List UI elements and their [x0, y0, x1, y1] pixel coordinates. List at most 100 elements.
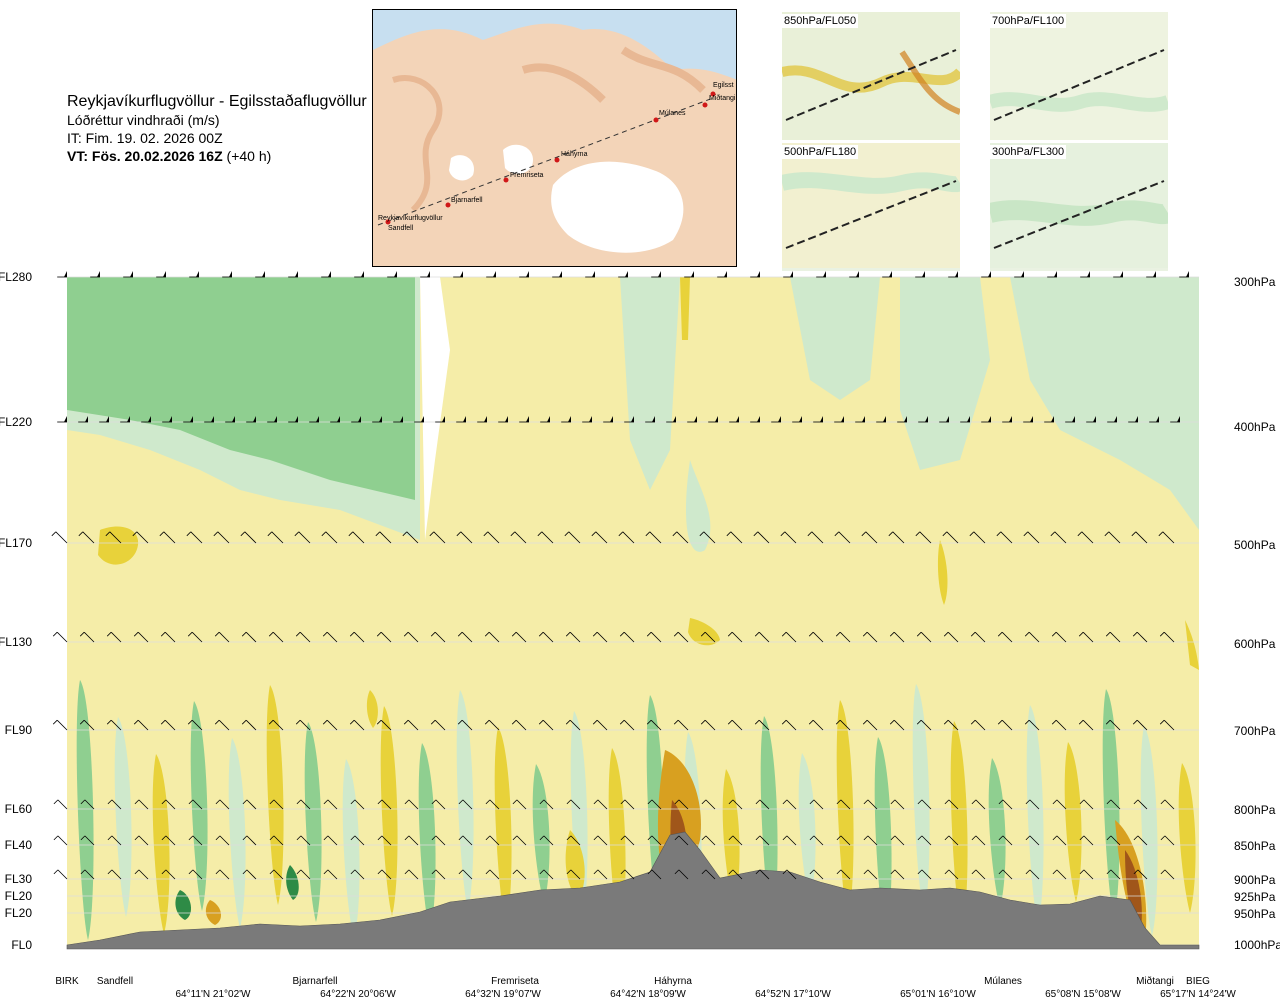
- wind-barb: [430, 631, 446, 643]
- wind-barb: [498, 416, 508, 423]
- wind-barb: [1065, 416, 1075, 423]
- wind-barb: [566, 799, 581, 810]
- map-label-fremriseta: Fremriseta: [510, 172, 544, 179]
- wind-barb: [593, 835, 608, 846]
- coordinate-label: 64°52'N 17°10'W: [755, 989, 831, 1000]
- wind-barb: [106, 719, 122, 731]
- wind-barb: [159, 531, 176, 544]
- wind-barb: [1160, 869, 1175, 880]
- wind-barb: [944, 835, 959, 846]
- wind-barb: [863, 799, 878, 810]
- waypoint-label: Bjarnarfell: [292, 976, 337, 987]
- wind-barb: [1052, 835, 1067, 846]
- wind-barb: [728, 835, 743, 846]
- wind-barb: [477, 416, 487, 423]
- wind-barb: [538, 631, 554, 643]
- wind-barb: [944, 799, 959, 810]
- wind-barb: [809, 835, 824, 846]
- wind-barb: [269, 799, 284, 810]
- wind-barb: [997, 631, 1013, 643]
- wind-barb: [862, 631, 878, 643]
- velocity-contour: [1102, 689, 1120, 919]
- wind-barb: [267, 531, 284, 544]
- waypoint-label: BIEG: [1186, 976, 1210, 987]
- wind-barb: [1051, 719, 1067, 731]
- inset-300-svg: [990, 143, 1168, 268]
- wind-barb: [78, 416, 88, 423]
- flight-level-label: FL220: [0, 415, 32, 429]
- wind-barb: [486, 271, 496, 278]
- velocity-contour: [1010, 277, 1199, 530]
- wind-barb: [269, 869, 284, 880]
- wind-barb: [267, 416, 277, 423]
- terrain-ridge-2: [521, 46, 706, 103]
- wind-barb: [246, 416, 256, 423]
- wind-barbs: [51, 271, 1189, 880]
- pressure-level-label: 950hPa: [1234, 907, 1276, 921]
- wind-barb: [107, 869, 122, 880]
- wind-barb: [835, 631, 851, 643]
- wind-barb: [1131, 531, 1148, 544]
- waypoint-label: Miðtangi: [1136, 975, 1174, 987]
- wind-barb: [78, 531, 95, 544]
- inset-700-svg: [990, 12, 1168, 140]
- wind-barb: [457, 719, 473, 731]
- wind-barb: [917, 835, 932, 846]
- wind-barb: [186, 531, 203, 544]
- wind-barb: [729, 416, 739, 423]
- wind-barb: [754, 719, 770, 731]
- wind-barb: [99, 416, 109, 423]
- wind-barb: [107, 835, 122, 846]
- wind-barb: [1024, 631, 1040, 643]
- wind-barb: [485, 799, 500, 810]
- wind-barb: [57, 416, 67, 423]
- wind-barb: [296, 799, 311, 810]
- flight-level-label: FL170: [0, 536, 32, 550]
- pressure-level-label: 500hPa: [1234, 538, 1276, 552]
- wind-barb: [849, 271, 859, 278]
- velocity-contour: [205, 900, 222, 925]
- wind-barb: [1051, 631, 1067, 643]
- wind-barb: [998, 869, 1013, 880]
- wind-barb: [998, 835, 1013, 846]
- velocity-contour: [418, 743, 436, 933]
- wind-barb: [592, 631, 608, 643]
- wind-barb: [429, 531, 446, 544]
- glacier-langjokull: [449, 155, 474, 181]
- wind-barb: [836, 835, 851, 846]
- flight-level-label: FL90: [5, 723, 33, 737]
- wind-barb: [225, 416, 235, 423]
- wind-barb: [1025, 869, 1040, 880]
- waypoint-markers: [385, 91, 716, 225]
- pressure-level-label: 900hPa: [1234, 873, 1276, 887]
- wind-barb: [187, 631, 203, 643]
- wind-barb: [1080, 271, 1090, 278]
- wind-barb: [996, 531, 1013, 544]
- flight-level-labels: FL280 FL220 FL170 FL130 FL90 FL60 FL40 FL30 FL20…: [0, 270, 32, 952]
- flight-level-label: FL60: [5, 802, 33, 816]
- wind-barb: [120, 416, 130, 423]
- wind-barb: [943, 719, 959, 731]
- wind-barb: [916, 631, 932, 643]
- wind-barb: [728, 799, 743, 810]
- wind-barb: [79, 719, 95, 731]
- wind-barb: [651, 271, 661, 278]
- wind-barb: [222, 271, 232, 278]
- wind-barb: [1078, 631, 1094, 643]
- wind-barb: [566, 835, 581, 846]
- wind-barb: [943, 631, 959, 643]
- map-label-sandfell: Sandfell: [388, 225, 414, 232]
- wind-barb: [160, 631, 176, 643]
- wind-barb: [755, 799, 770, 810]
- wind-barb: [750, 271, 760, 278]
- wind-barb: [591, 531, 608, 544]
- terrain-profile: [66, 831, 1200, 950]
- wind-barb: [1025, 835, 1040, 846]
- velocity-contour: [988, 758, 1006, 908]
- wind-barb: [1159, 631, 1175, 643]
- wind-barb: [672, 531, 689, 544]
- coordinate-label: 64°11'N 21°02'W: [175, 989, 251, 1000]
- wind-barb: [582, 416, 592, 423]
- wind-barb: [1106, 869, 1121, 880]
- waypoint-marker: [385, 219, 391, 225]
